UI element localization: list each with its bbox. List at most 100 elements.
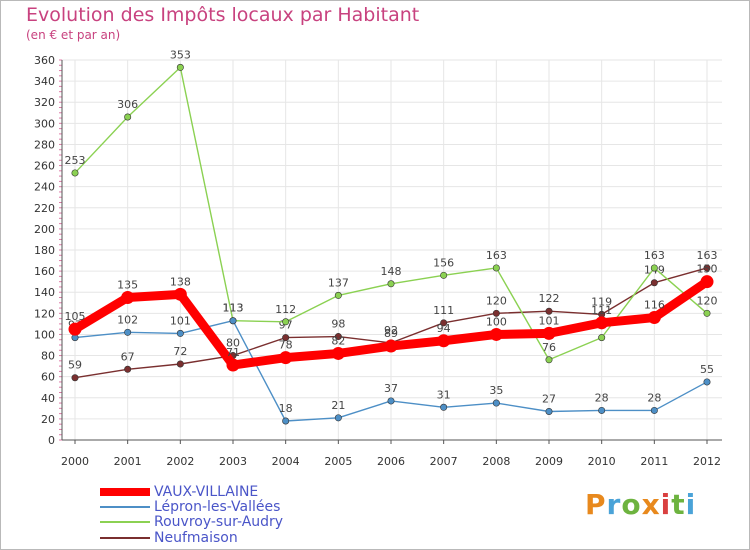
y-tick-label: 160 — [34, 265, 55, 278]
data-label-vaux-villaine: 89 — [384, 327, 398, 340]
logo-letter: x — [641, 488, 661, 521]
data-label-neufmaison: 98 — [331, 318, 345, 331]
legend-swatch-lepron-les-vallees — [100, 506, 150, 508]
data-label-vaux-villaine: 78 — [279, 339, 293, 352]
y-tick-label: 300 — [34, 117, 55, 130]
data-point-vaux-villaine — [68, 322, 82, 336]
chart-subtitle: (en € et par an) — [26, 28, 121, 42]
data-point-lepron-les-vallees — [176, 329, 184, 337]
proxiti-logo: Proxiti — [585, 488, 696, 521]
data-point-neufmaison — [176, 360, 184, 368]
x-tick-label: 2011 — [640, 455, 668, 468]
legend-item-vaux-villaine: VAUX-VILLAINE — [100, 484, 258, 500]
data-point-vaux-villaine — [121, 291, 135, 304]
data-point-lepron-les-vallees — [703, 378, 711, 386]
data-label-vaux-villaine: 94 — [437, 322, 451, 335]
y-tick-label: 0 — [48, 434, 55, 447]
data-label-neufmaison: 122 — [539, 292, 560, 305]
data-label-vaux-villaine: 111 — [591, 304, 612, 317]
data-point-neufmaison — [124, 365, 132, 373]
data-point-rouvroy-sur-audry — [650, 264, 658, 272]
y-tick-label: 180 — [34, 244, 55, 257]
data-label-vaux-villaine: 82 — [331, 334, 345, 347]
data-point-vaux-villaine — [542, 326, 556, 340]
data-label-vaux-villaine: 135 — [117, 279, 138, 292]
data-label-lepron-les-vallees: 21 — [331, 399, 345, 412]
legend-swatch-rouvroy-sur-audry — [100, 521, 150, 523]
data-point-vaux-villaine — [437, 334, 451, 348]
y-tick-label: 60 — [41, 371, 55, 384]
data-point-neufmaison — [492, 309, 500, 317]
x-tick-label: 2009 — [535, 455, 563, 468]
data-point-neufmaison — [440, 319, 448, 327]
data-label-vaux-villaine: 105 — [65, 310, 86, 323]
legend-item-lepron-les-vallees: Lépron-les-Vallées — [100, 499, 280, 515]
data-point-rouvroy-sur-audry — [176, 63, 184, 71]
data-point-lepron-les-vallees — [440, 403, 448, 411]
logo-letter: o — [621, 488, 642, 521]
x-tick-label: 2004 — [272, 455, 300, 468]
chart-title: Evolution des Impôts locaux par Habitant — [26, 4, 420, 26]
x-tick-label: 2003 — [219, 455, 247, 468]
data-point-rouvroy-sur-audry — [598, 334, 606, 342]
y-tick-label: 280 — [34, 138, 55, 151]
y-tick-label: 220 — [34, 202, 55, 215]
data-point-lepron-les-vallees — [282, 417, 290, 425]
data-point-lepron-les-vallees — [598, 406, 606, 414]
data-label-rouvroy-sur-audry: 148 — [381, 265, 402, 278]
data-point-lepron-les-vallees — [545, 407, 553, 415]
data-label-lepron-les-vallees: 35 — [489, 384, 503, 397]
data-label-rouvroy-sur-audry: 353 — [170, 48, 191, 61]
data-label-lepron-les-vallees: 102 — [117, 313, 138, 326]
logo-letter: t — [671, 488, 686, 521]
legend-item-neufmaison: Neufmaison — [100, 530, 238, 546]
data-label-lepron-les-vallees: 28 — [595, 391, 609, 404]
data-point-vaux-villaine — [279, 351, 293, 365]
data-point-neufmaison — [334, 333, 342, 341]
data-label-vaux-villaine: 116 — [644, 299, 665, 312]
logo-letter: P — [585, 488, 607, 521]
data-label-lepron-les-vallees: 113 — [223, 302, 244, 315]
data-label-vaux-villaine: 71 — [226, 346, 240, 359]
y-tick-label: 360 — [34, 54, 55, 67]
data-point-lepron-les-vallees — [650, 406, 658, 414]
logo-letter: i — [660, 488, 672, 521]
y-tick-label: 340 — [34, 75, 55, 88]
data-point-rouvroy-sur-audry — [71, 169, 79, 177]
data-label-neufmaison: 67 — [121, 350, 135, 363]
data-point-rouvroy-sur-audry — [282, 318, 290, 326]
y-tick-label: 240 — [34, 181, 55, 194]
data-label-lepron-les-vallees: 18 — [279, 402, 293, 415]
y-tick-label: 320 — [34, 96, 55, 109]
data-point-vaux-villaine — [700, 275, 714, 289]
y-tick-label: 20 — [41, 413, 55, 426]
data-point-rouvroy-sur-audry — [492, 264, 500, 272]
data-point-vaux-villaine — [331, 346, 345, 360]
y-tick-label: 80 — [41, 350, 55, 363]
legend-label: Neufmaison — [154, 530, 238, 546]
data-label-neufmaison: 72 — [173, 345, 187, 358]
logo-letter: i — [685, 488, 697, 521]
data-label-rouvroy-sur-audry: 253 — [65, 154, 86, 167]
x-tick-label: 2012 — [693, 455, 721, 468]
data-point-lepron-les-vallees — [334, 414, 342, 422]
data-point-rouvroy-sur-audry — [334, 291, 342, 299]
data-label-rouvroy-sur-audry: 137 — [328, 276, 349, 289]
data-point-vaux-villaine — [595, 316, 609, 330]
data-point-vaux-villaine — [384, 339, 398, 353]
x-tick-label: 2002 — [166, 455, 194, 468]
y-tick-label: 120 — [34, 307, 55, 320]
data-label-lepron-les-vallees: 27 — [542, 393, 556, 406]
data-label-rouvroy-sur-audry: 112 — [275, 303, 296, 316]
data-label-rouvroy-sur-audry: 163 — [644, 249, 665, 262]
legend-swatch-vaux-villaine — [100, 488, 150, 496]
data-label-neufmaison: 92 — [384, 324, 398, 337]
data-point-vaux-villaine — [647, 311, 661, 325]
data-label-rouvroy-sur-audry: 76 — [542, 341, 556, 354]
data-label-vaux-villaine: 150 — [697, 263, 718, 276]
data-point-neufmaison — [650, 279, 658, 287]
logo-letter: r — [606, 488, 622, 521]
data-label-rouvroy-sur-audry: 120 — [697, 294, 718, 307]
